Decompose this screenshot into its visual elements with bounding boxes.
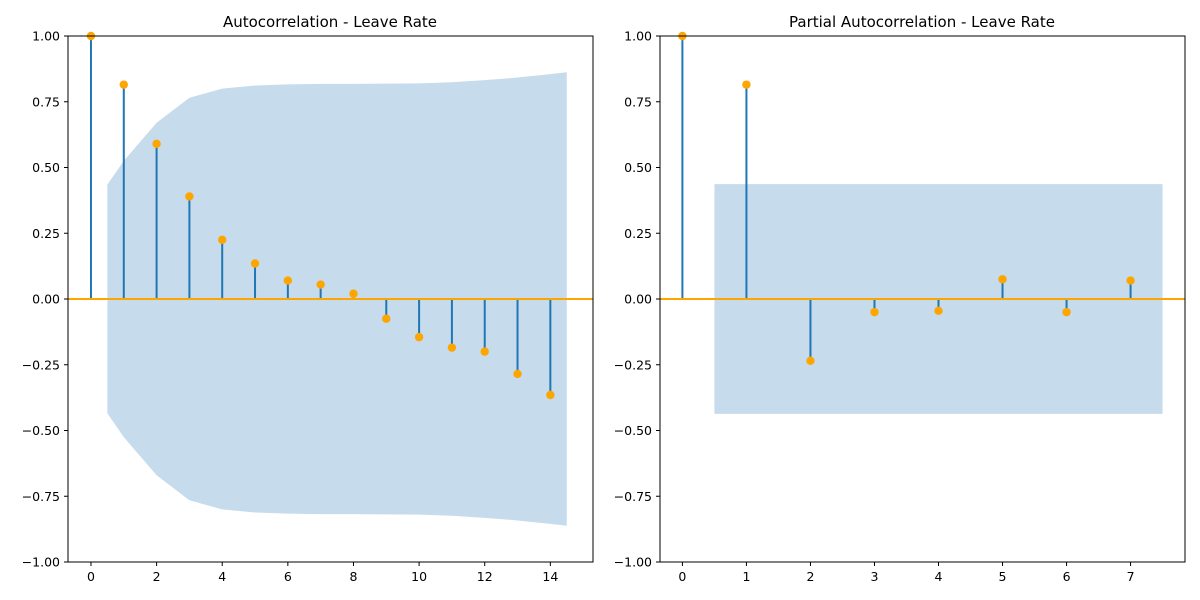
acf-marker-lag-13 (513, 369, 522, 379)
pacf-y-tick-label: 0.00 (624, 292, 652, 307)
pacf-y-tick-label: −0.75 (614, 489, 652, 504)
acf-x-tick-label: 4 (218, 569, 226, 584)
pacf-chart-title: Partial Autocorrelation - Leave Rate (789, 13, 1055, 31)
acf-x-tick-label: 12 (477, 569, 493, 584)
pacf-y-tick-label: 0.50 (624, 160, 652, 175)
acf-marker-lag-1 (119, 80, 128, 89)
pacf-marker-lag-7 (1126, 276, 1135, 285)
pacf-y-tick-label: 0.75 (624, 94, 652, 109)
acf-marker-lag-11 (447, 343, 457, 352)
acf-marker-lag-5 (250, 259, 260, 268)
acf-y-tick-label: 0.00 (32, 292, 60, 307)
pacf-y-tick-label: −0.25 (614, 357, 652, 372)
acf-marker-lag-7 (316, 280, 325, 289)
pacf-marker-lag-3 (870, 307, 879, 317)
pacf-x-tick-label: 0 (678, 569, 686, 584)
pacf-x-tick-label: 5 (999, 569, 1007, 584)
acf-y-tick-label: 0.25 (32, 226, 60, 241)
acf-x-tick-label: 2 (153, 569, 161, 584)
acf-y-tick-label: 0.75 (32, 94, 60, 109)
acf-y-tick-label: −0.25 (22, 357, 60, 372)
pacf-marker-lag-1 (742, 80, 751, 89)
acf-y-tick-label: 1.00 (32, 29, 60, 44)
pacf-y-tick-label: 0.25 (624, 226, 652, 241)
acf-y-tick-label: −0.50 (22, 423, 60, 438)
acf-y-tick-label: −1.00 (22, 555, 60, 570)
acf-marker-lag-4 (218, 235, 227, 245)
pacf-x-tick-label: 6 (1063, 569, 1071, 584)
acf-x-tick-label: 14 (542, 569, 558, 584)
pacf-marker-lag-2 (806, 356, 815, 366)
pacf-x-tick-label: 7 (1127, 569, 1135, 584)
pacf-marker-lag-5 (998, 275, 1007, 284)
acf-x-tick-label: 0 (87, 569, 95, 584)
acf-y-tick-label: 0.50 (32, 160, 60, 175)
acf-marker-lag-12 (480, 347, 489, 356)
acf-marker-lag-10 (414, 332, 424, 342)
pacf-y-tick-label: −1.00 (614, 555, 652, 570)
pacf-y-tick-label: −0.50 (614, 423, 652, 438)
acf-x-tick-label: 10 (411, 569, 427, 584)
pacf-y-tick-label: 1.00 (624, 29, 652, 44)
pacf-marker-lag-6 (1062, 307, 1071, 317)
acf-marker-lag-14 (546, 390, 555, 400)
pacf-panel: Partial Autocorrelation - Leave Rate 0 1 2… (614, 13, 1186, 584)
acf-chart-title: Autocorrelation - Leave Rate (223, 13, 437, 31)
acf-x-tick-label: 8 (349, 569, 357, 584)
pacf-x-tick-label: 3 (871, 569, 879, 584)
acf-x-tick-label: 6 (284, 569, 292, 584)
pacf-x-tick-label: 1 (742, 569, 750, 584)
acf-y-tick-label: −0.75 (22, 489, 60, 504)
pacf-x-tick-label: 4 (935, 569, 943, 584)
acf-panel: Autocorrelation - Leave Rate 0 2 4 6 8 10 12 14… (22, 13, 594, 584)
pacf-marker-lag-4 (934, 306, 943, 316)
pacf-x-tick-label: 2 (806, 569, 814, 584)
acf-marker-lag-6 (283, 276, 293, 285)
acf-marker-lag-9 (382, 314, 391, 323)
acf-marker-lag-2 (152, 139, 161, 149)
acf-marker-lag-8 (349, 289, 358, 298)
acf-marker-lag-3 (185, 192, 194, 201)
